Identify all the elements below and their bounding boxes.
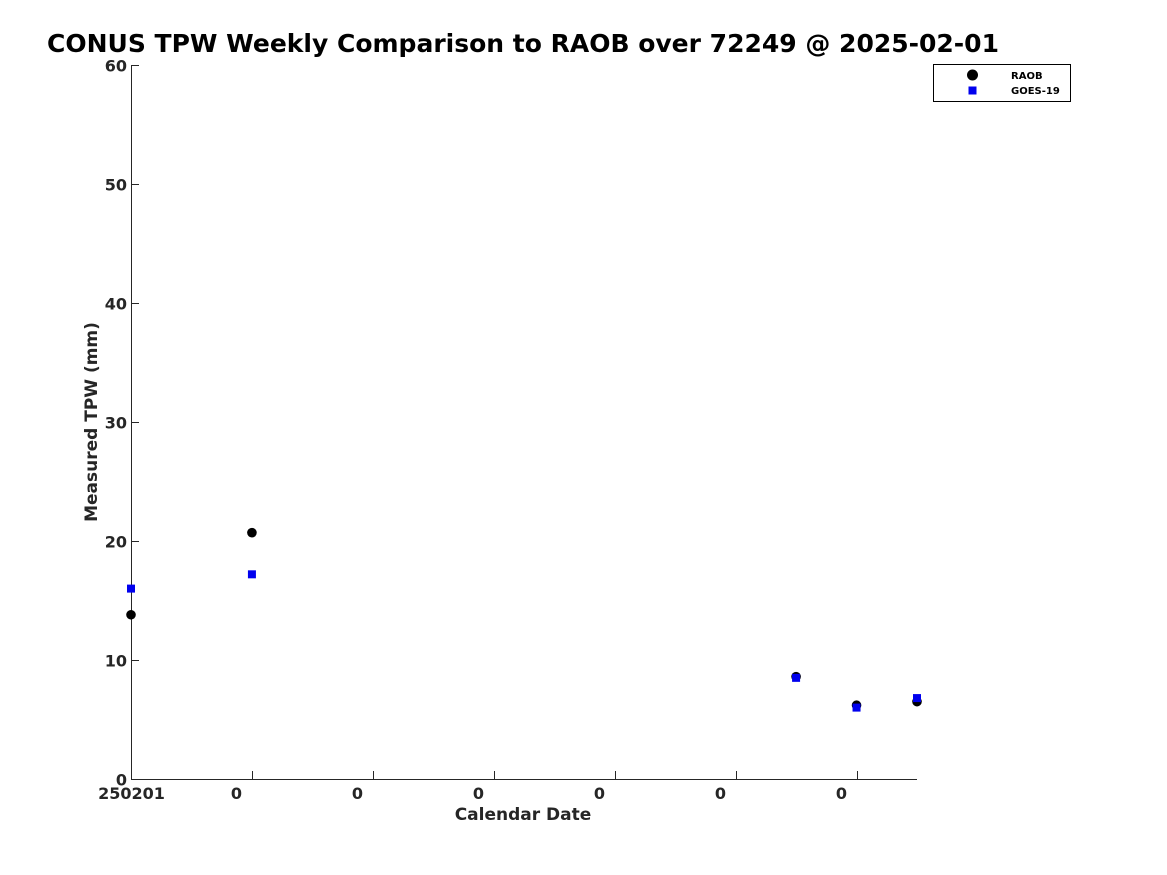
y-tick-label: 0 — [116, 771, 127, 790]
x-axis-label: Calendar Date — [455, 805, 592, 825]
goes-19-point — [792, 673, 801, 682]
y-tick-label: 20 — [105, 533, 127, 552]
y-axis-label: Measured TPW (mm) — [82, 322, 102, 522]
goes-19-point — [247, 570, 256, 579]
y-ticks: 0 10 20 30 40 50 60 — [105, 57, 139, 790]
goes-19-point — [852, 703, 861, 712]
y-tick-label: 10 — [105, 652, 127, 671]
legend-marker-goes — [968, 86, 977, 95]
x-tick-label: 0 — [715, 784, 726, 803]
legend-label-goes: GOES-19 — [1011, 86, 1060, 97]
x-tick-label: 0 — [836, 784, 847, 803]
y-tick-label: 30 — [105, 414, 127, 433]
x-tick-label: 0 — [594, 784, 605, 803]
x-tick-label: 0 — [231, 784, 242, 803]
goes-19-point — [127, 584, 135, 593]
y-tick-label: 40 — [105, 295, 127, 314]
raob-point — [247, 527, 257, 538]
x-tick-label: 0 — [473, 784, 484, 803]
legend-marker-raob — [967, 69, 978, 81]
y-tick-label: 60 — [105, 57, 127, 76]
legend-box — [933, 64, 1071, 102]
goes-19-point — [913, 694, 921, 703]
x-tick-label: 0 — [352, 784, 363, 803]
legend: RAOB GOES-19 — [933, 64, 1071, 102]
legend-label-raob: RAOB — [1011, 71, 1043, 82]
x-tick-label: 250201 — [98, 784, 165, 803]
x-ticks: 250201 0 0 0 0 0 0 — [98, 771, 858, 803]
raob-point — [126, 609, 136, 620]
markers — [126, 527, 922, 712]
chart-title: CONUS TPW Weekly Comparison to RAOB over… — [47, 29, 999, 58]
y-tick-label: 50 — [105, 176, 127, 195]
